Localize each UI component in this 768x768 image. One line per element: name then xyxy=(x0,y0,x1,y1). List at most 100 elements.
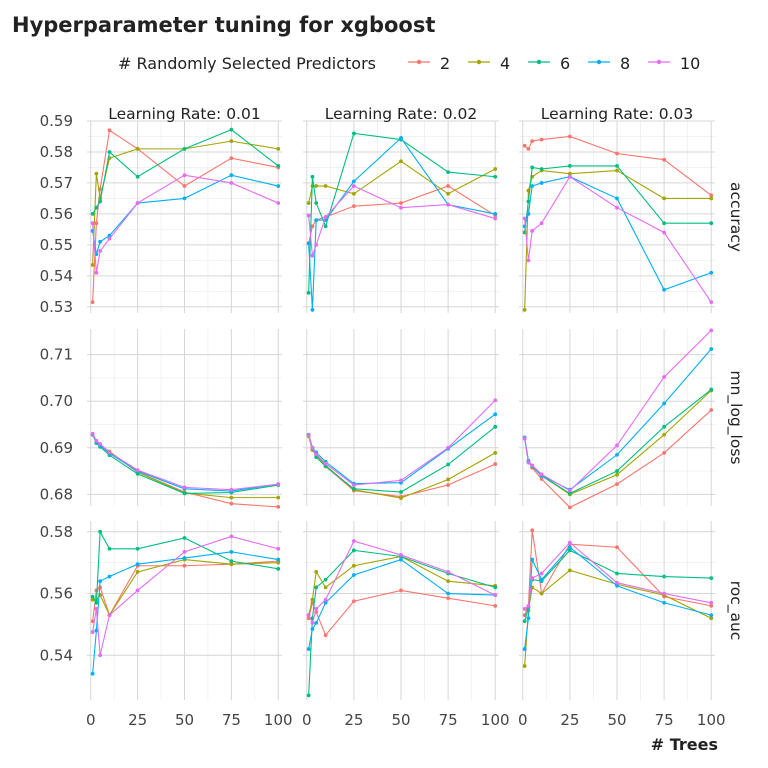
data-point-2 xyxy=(399,588,403,593)
data-point-6 xyxy=(98,529,103,534)
data-point-6 xyxy=(567,164,572,168)
data-point-10 xyxy=(323,597,328,602)
data-point-4 xyxy=(615,168,619,173)
data-point-2 xyxy=(662,451,667,455)
data-point-2 xyxy=(522,143,527,148)
data-point-2 xyxy=(90,300,95,305)
data-point-2 xyxy=(310,224,315,229)
data-point-6 xyxy=(446,462,451,467)
data-point-8 xyxy=(399,557,403,562)
data-point-10 xyxy=(662,591,667,596)
panel-accuracy-col2 xyxy=(303,120,499,313)
data-point-2 xyxy=(94,221,99,226)
data-point-2 xyxy=(662,157,667,162)
y-tick-label: 0.56 xyxy=(40,205,73,223)
data-point-10 xyxy=(662,230,667,235)
data-point-4 xyxy=(446,191,451,196)
series-line-10 xyxy=(524,175,712,303)
data-point-8 xyxy=(276,557,281,562)
y-tick-label: 0.57 xyxy=(40,174,73,192)
data-point-8 xyxy=(709,613,714,618)
data-point-8 xyxy=(135,562,140,567)
data-point-8 xyxy=(662,401,667,406)
data-point-10 xyxy=(323,215,328,219)
x-tick-label: 100 xyxy=(264,711,293,729)
row-strip-label: mn_log_loss xyxy=(726,371,745,465)
series-line-6 xyxy=(92,529,279,605)
panel-mn_log_loss-col2 xyxy=(303,329,499,506)
y-tick-label: 0.54 xyxy=(40,267,73,285)
series-line-8 xyxy=(92,174,279,255)
data-point-6 xyxy=(567,548,572,553)
data-point-10 xyxy=(351,539,356,543)
data-point-6 xyxy=(526,199,531,204)
data-point-10 xyxy=(323,461,328,466)
data-point-8 xyxy=(530,184,535,188)
data-point-6 xyxy=(135,546,140,551)
series-line-10 xyxy=(92,535,279,656)
data-point-10 xyxy=(90,630,95,634)
data-point-6 xyxy=(615,571,619,576)
data-point-4 xyxy=(351,563,356,568)
data-point-4 xyxy=(522,664,527,668)
y-tick-label: 0.53 xyxy=(40,298,73,316)
data-point-8 xyxy=(493,412,498,417)
data-point-8 xyxy=(229,173,234,178)
data-point-6 xyxy=(276,566,281,571)
y-tick-label: 0.58 xyxy=(40,523,73,541)
data-point-2 xyxy=(182,184,187,188)
data-point-10 xyxy=(276,546,281,551)
data-point-8 xyxy=(539,577,544,582)
data-point-4 xyxy=(323,585,328,590)
data-point-4 xyxy=(709,616,714,621)
data-point-10 xyxy=(526,603,531,608)
data-point-4 xyxy=(493,167,498,171)
panel-roc_auc-col3 xyxy=(519,521,715,700)
data-point-10 xyxy=(276,201,281,205)
data-point-2 xyxy=(567,134,572,139)
data-point-4 xyxy=(351,191,356,196)
data-point-2 xyxy=(539,477,544,481)
data-point-10 xyxy=(567,540,572,545)
legend-key-point-10 xyxy=(656,59,662,65)
panel-roc_auc-col1 xyxy=(87,521,282,700)
series-line-8 xyxy=(524,176,712,291)
data-point-10 xyxy=(493,216,498,221)
data-point-2 xyxy=(493,603,498,608)
x-tick-label: 100 xyxy=(697,711,726,729)
data-point-10 xyxy=(107,236,112,241)
series-line-2 xyxy=(92,129,279,303)
data-point-10 xyxy=(229,487,234,492)
x-tick-label: 0 xyxy=(302,711,312,729)
series-line-10 xyxy=(92,174,279,273)
data-point-8 xyxy=(530,557,535,562)
data-point-8 xyxy=(107,233,112,238)
series-line-6 xyxy=(308,132,496,293)
data-point-10 xyxy=(306,613,311,618)
data-point-6 xyxy=(229,559,234,564)
data-point-8 xyxy=(446,591,451,596)
data-point-10 xyxy=(314,452,319,457)
data-point-2 xyxy=(446,184,451,188)
data-point-4 xyxy=(229,495,234,500)
y-tick-label: 0.70 xyxy=(40,392,73,410)
data-point-10 xyxy=(526,460,531,465)
data-point-6 xyxy=(135,471,140,476)
data-point-4 xyxy=(615,472,619,477)
data-point-2 xyxy=(709,193,714,198)
x-tick-label: 100 xyxy=(481,711,510,729)
data-point-6 xyxy=(539,167,544,171)
data-point-8 xyxy=(182,196,187,201)
data-point-6 xyxy=(615,164,619,168)
data-point-10 xyxy=(530,576,535,580)
data-point-2 xyxy=(351,599,356,604)
data-point-6 xyxy=(323,577,328,582)
column-strip-label: Learning Rate: 0.02 xyxy=(325,105,477,123)
data-point-10 xyxy=(351,184,356,188)
data-point-10 xyxy=(90,221,95,226)
data-point-4 xyxy=(493,451,498,455)
series-line-4 xyxy=(92,140,279,266)
data-point-10 xyxy=(615,205,619,210)
data-point-6 xyxy=(90,594,95,599)
data-point-10 xyxy=(310,620,315,625)
